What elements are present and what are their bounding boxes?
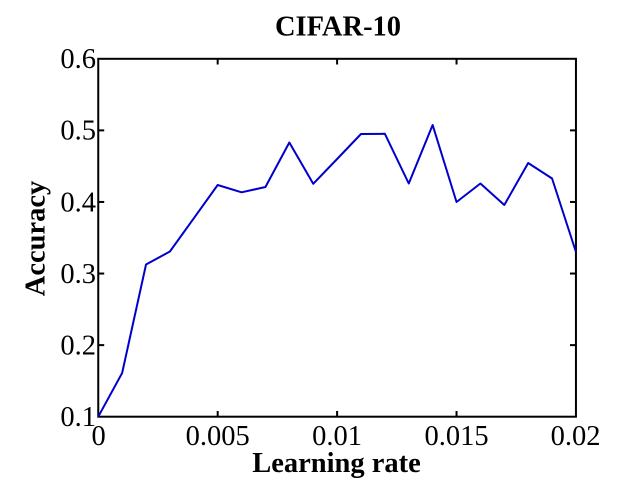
svg-text:0.015: 0.015	[424, 421, 488, 452]
svg-text:0.4: 0.4	[60, 187, 96, 218]
svg-text:0.01: 0.01	[312, 421, 362, 452]
svg-text:0.1: 0.1	[60, 402, 96, 433]
svg-text:0.2: 0.2	[60, 330, 96, 361]
svg-text:0.6: 0.6	[60, 44, 96, 75]
svg-text:Accuracy: Accuracy	[21, 181, 52, 297]
svg-text:0: 0	[91, 421, 105, 452]
svg-text:0.3: 0.3	[60, 259, 96, 290]
svg-text:Learning rate: Learning rate	[252, 448, 421, 479]
svg-text:CIFAR-10: CIFAR-10	[275, 12, 401, 43]
svg-text:0.5: 0.5	[60, 116, 96, 147]
svg-text:0.02: 0.02	[551, 421, 601, 452]
svg-text:0.005: 0.005	[186, 421, 250, 452]
